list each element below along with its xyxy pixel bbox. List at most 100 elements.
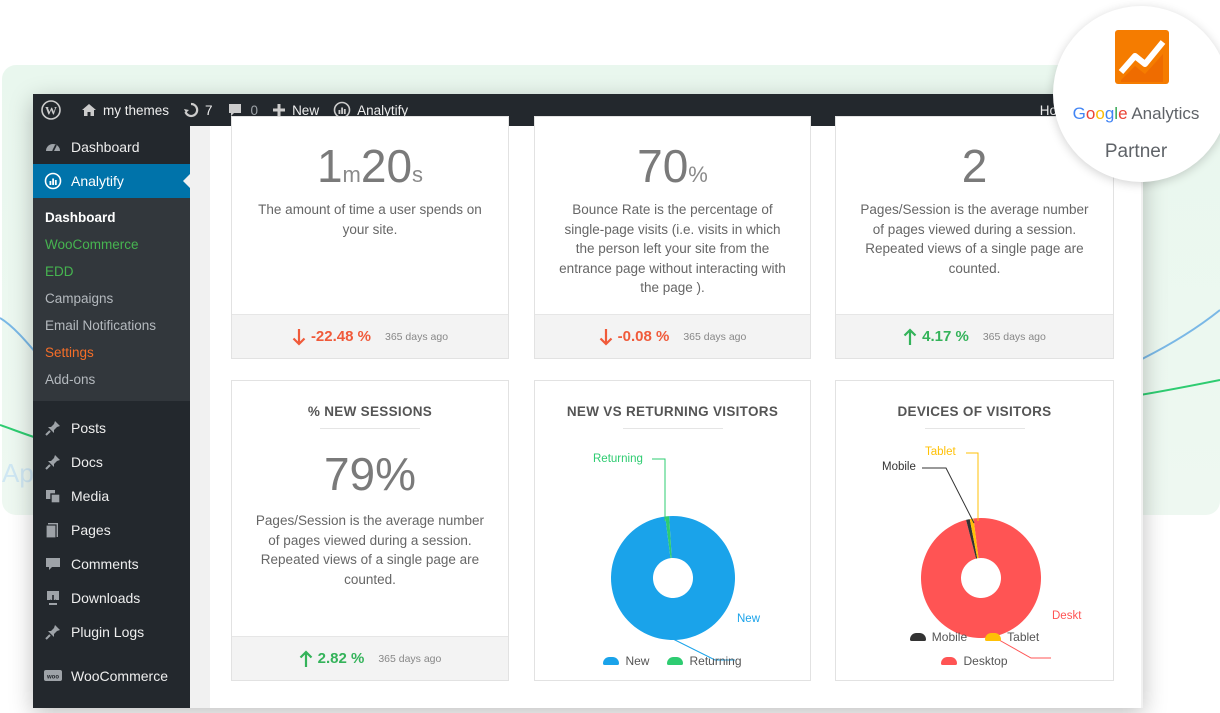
- sidebar-item-label: Dashboard: [71, 139, 140, 155]
- sidebar-item-label: Pages: [71, 522, 111, 538]
- card-title: NEW VS RETURNING VISITORS: [566, 404, 779, 419]
- label-tablet: Tablet: [925, 446, 956, 458]
- stat-value: 70%: [637, 140, 708, 192]
- google-analytics-partner-badge: Google Analytics Partner: [1053, 6, 1220, 182]
- comment-icon: [228, 104, 241, 116]
- sidebar-item-posts[interactable]: Posts: [33, 411, 190, 445]
- legend-item[interactable]: Tablet: [985, 630, 1039, 644]
- sidebar-item-pages[interactable]: Pages: [33, 513, 190, 547]
- pie-slice-tablet[interactable]: [969, 518, 979, 559]
- sidebar-item-downloads[interactable]: Downloads: [33, 581, 190, 615]
- partner-label: Partner: [1104, 141, 1168, 162]
- change-period: 365 days ago: [378, 652, 442, 665]
- comments-link[interactable]: 0: [220, 94, 266, 126]
- updates-link[interactable]: 7: [176, 94, 220, 126]
- sidebar-item-label: Media: [71, 488, 110, 504]
- pages-icon: [43, 520, 63, 540]
- stat-description: Pages/Session is the average number of p…: [255, 513, 485, 587]
- legend-item[interactable]: Desktop: [941, 654, 1008, 668]
- new-vs-returning-chart: [610, 458, 735, 661]
- sidebar-item-docs[interactable]: Docs: [33, 445, 190, 479]
- stat-footer: -0.08 % 365 days ago: [535, 314, 810, 358]
- label-new: New: [737, 613, 761, 625]
- leader-line: [966, 452, 979, 521]
- stat-value: 1m20s: [316, 140, 424, 192]
- admin-sidebar: Dashboard Analytify Dashboard WooCommerc…: [33, 126, 190, 708]
- stat-footer: 2.82 % 365 days ago: [232, 636, 508, 680]
- devices-chart: [920, 452, 1051, 659]
- pie-slice-new[interactable]: [610, 516, 735, 640]
- dashboard-content: 1m20s The amount of time a user spends o…: [210, 116, 1141, 708]
- card-pages-session: 2 Pages/Session is the average number of…: [835, 116, 1114, 359]
- card-bounce-rate: 70% Bounce Rate is the percentage of sin…: [534, 116, 811, 359]
- change-period: 365 days ago: [982, 330, 1046, 343]
- submenu-woocommerce[interactable]: WooCommerce: [45, 237, 139, 252]
- submenu-email-notifications[interactable]: Email Notifications: [45, 318, 157, 333]
- arrow-up-icon: [299, 649, 312, 667]
- chart-legend: Desktop: [836, 654, 1113, 668]
- new-content-link[interactable]: New: [265, 94, 326, 126]
- wordpress-logo-button[interactable]: W: [33, 94, 74, 126]
- card-new-vs-returning: NEW VS RETURNING VISITORS Returning New …: [534, 380, 811, 681]
- card-session-duration: 1m20s The amount of time a user spends o…: [231, 116, 509, 359]
- google-analytics-wordmark: Google Analytics: [1072, 104, 1200, 123]
- wordpress-window: W my themes 7 0 New Analytify: [33, 94, 1143, 708]
- sidebar-item-label: Plugin Logs: [71, 624, 145, 640]
- stat-description: The amount of time a user spends on your…: [258, 202, 482, 237]
- sidebar-item-dashboard[interactable]: Dashboard: [33, 130, 190, 164]
- card-title: % NEW SESSIONS: [307, 404, 433, 419]
- arrow-down-icon: [292, 328, 306, 346]
- wordpress-icon: W: [41, 100, 61, 120]
- stat-footer: -22.48 % 365 days ago: [232, 314, 508, 358]
- sidebar-item-media[interactable]: Media: [33, 479, 190, 513]
- pin-icon: [43, 418, 63, 438]
- pie-slice-desktop[interactable]: [920, 518, 1041, 638]
- woocommerce-icon: woo: [43, 666, 63, 686]
- label-desktop: Deskt: [1052, 610, 1082, 622]
- change-value: 2.82 %: [299, 649, 364, 668]
- media-icon: [43, 486, 63, 506]
- leader-line: [991, 635, 1051, 659]
- submenu-edd[interactable]: EDD: [45, 264, 74, 279]
- site-name-link[interactable]: my themes: [74, 94, 176, 126]
- stat-footer: 4.17 % 365 days ago: [836, 314, 1113, 358]
- pie-slice-returning[interactable]: [665, 516, 672, 559]
- card-new-sessions: % NEW SESSIONS 79% Pages/Session is the …: [231, 380, 509, 681]
- comment-icon: [43, 554, 63, 574]
- label-returning: Returning: [593, 453, 643, 465]
- submenu-campaigns[interactable]: Campaigns: [45, 291, 114, 306]
- change-value: 4.17 %: [903, 327, 969, 346]
- pie-slice-mobile[interactable]: [966, 519, 978, 559]
- dashboard-icon: [43, 137, 63, 157]
- sidebar-item-label: Analytify: [71, 173, 124, 189]
- home-icon: [82, 104, 96, 116]
- legend-item[interactable]: New: [603, 654, 649, 668]
- svg-text:W: W: [45, 104, 57, 118]
- submenu-add-ons[interactable]: Add-ons: [45, 372, 96, 387]
- sidebar-item-comments[interactable]: Comments: [33, 547, 190, 581]
- analytify-submenu: Dashboard WooCommerce EDD Campaigns Emai…: [33, 198, 190, 401]
- background-text: Ap: [2, 458, 34, 488]
- analytify-label: Analytify: [357, 102, 409, 118]
- submenu-dashboard[interactable]: Dashboard: [45, 210, 116, 225]
- sidebar-item-plugin-logs[interactable]: Plugin Logs: [33, 615, 190, 649]
- leader-line: [652, 458, 666, 521]
- card-title: DEVICES OF VISITORS: [897, 404, 1052, 419]
- sidebar-item-analytify[interactable]: Analytify: [33, 164, 190, 198]
- google-analytics-logo-icon: [1115, 30, 1169, 84]
- change-period: 365 days ago: [384, 330, 449, 343]
- legend-item[interactable]: Returning: [667, 654, 742, 668]
- chart-legend: Mobile Tablet: [836, 630, 1113, 644]
- pin-icon: [43, 622, 63, 642]
- stat-description: Bounce Rate is the percentage of single-…: [559, 202, 786, 295]
- sidebar-item-woocommerce[interactable]: woo WooCommerce: [33, 659, 190, 693]
- change-value: -0.08 %: [599, 328, 669, 346]
- leader-line: [922, 467, 975, 524]
- legend-item[interactable]: Mobile: [909, 630, 967, 644]
- chart-legend: New Returning: [535, 654, 810, 668]
- submenu-settings[interactable]: Settings: [45, 345, 94, 360]
- arrow-down-icon: [599, 328, 612, 346]
- stat-value: 2: [961, 140, 988, 192]
- sidebar-item-label: Comments: [71, 556, 139, 572]
